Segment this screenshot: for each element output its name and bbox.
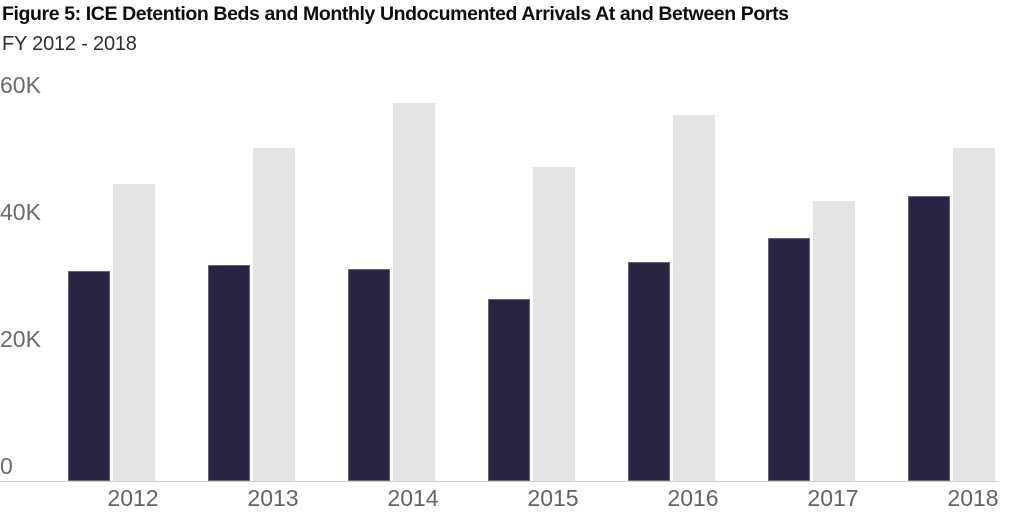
bar-2018-arrivals [953,148,995,481]
x-axis-label-2018: 2018 [947,485,999,511]
x-axis-label-2013: 2013 [247,485,299,511]
bar-2012-arrivals [113,184,155,481]
x-axis-label-2017: 2017 [807,485,859,511]
chart-title: Figure 5: ICE Detention Beds and Monthly… [2,3,789,25]
x-axis-label-2015: 2015 [527,485,579,511]
bar-2017-detention-beds [768,238,810,481]
bar-2014-arrivals [393,103,435,481]
bar-2017-arrivals [813,201,855,481]
bar-2018-detention-beds [908,196,950,481]
bar-2016-arrivals [673,115,715,481]
x-axis-label-2014: 2014 [387,485,439,511]
bar-2012-detention-beds [68,271,110,481]
x-axis-line [0,481,999,482]
y-axis-tick-label: 60K [0,71,41,98]
x-axis-label-2016: 2016 [667,485,719,511]
bar-2016-detention-beds [628,262,670,481]
bar-2013-detention-beds [208,265,250,481]
bar-2014-detention-beds [348,269,390,481]
y-axis-tick-label: 20K [0,325,41,352]
bar-2015-arrivals [533,167,575,481]
bar-2013-arrivals [253,148,295,481]
bar-2015-detention-beds [488,299,530,481]
x-axis-label-2012: 2012 [107,485,159,511]
chart-subtitle: FY 2012 - 2018 [2,33,137,55]
y-axis-tick-label: 0 [0,452,13,479]
y-axis-tick-label: 40K [0,198,41,225]
